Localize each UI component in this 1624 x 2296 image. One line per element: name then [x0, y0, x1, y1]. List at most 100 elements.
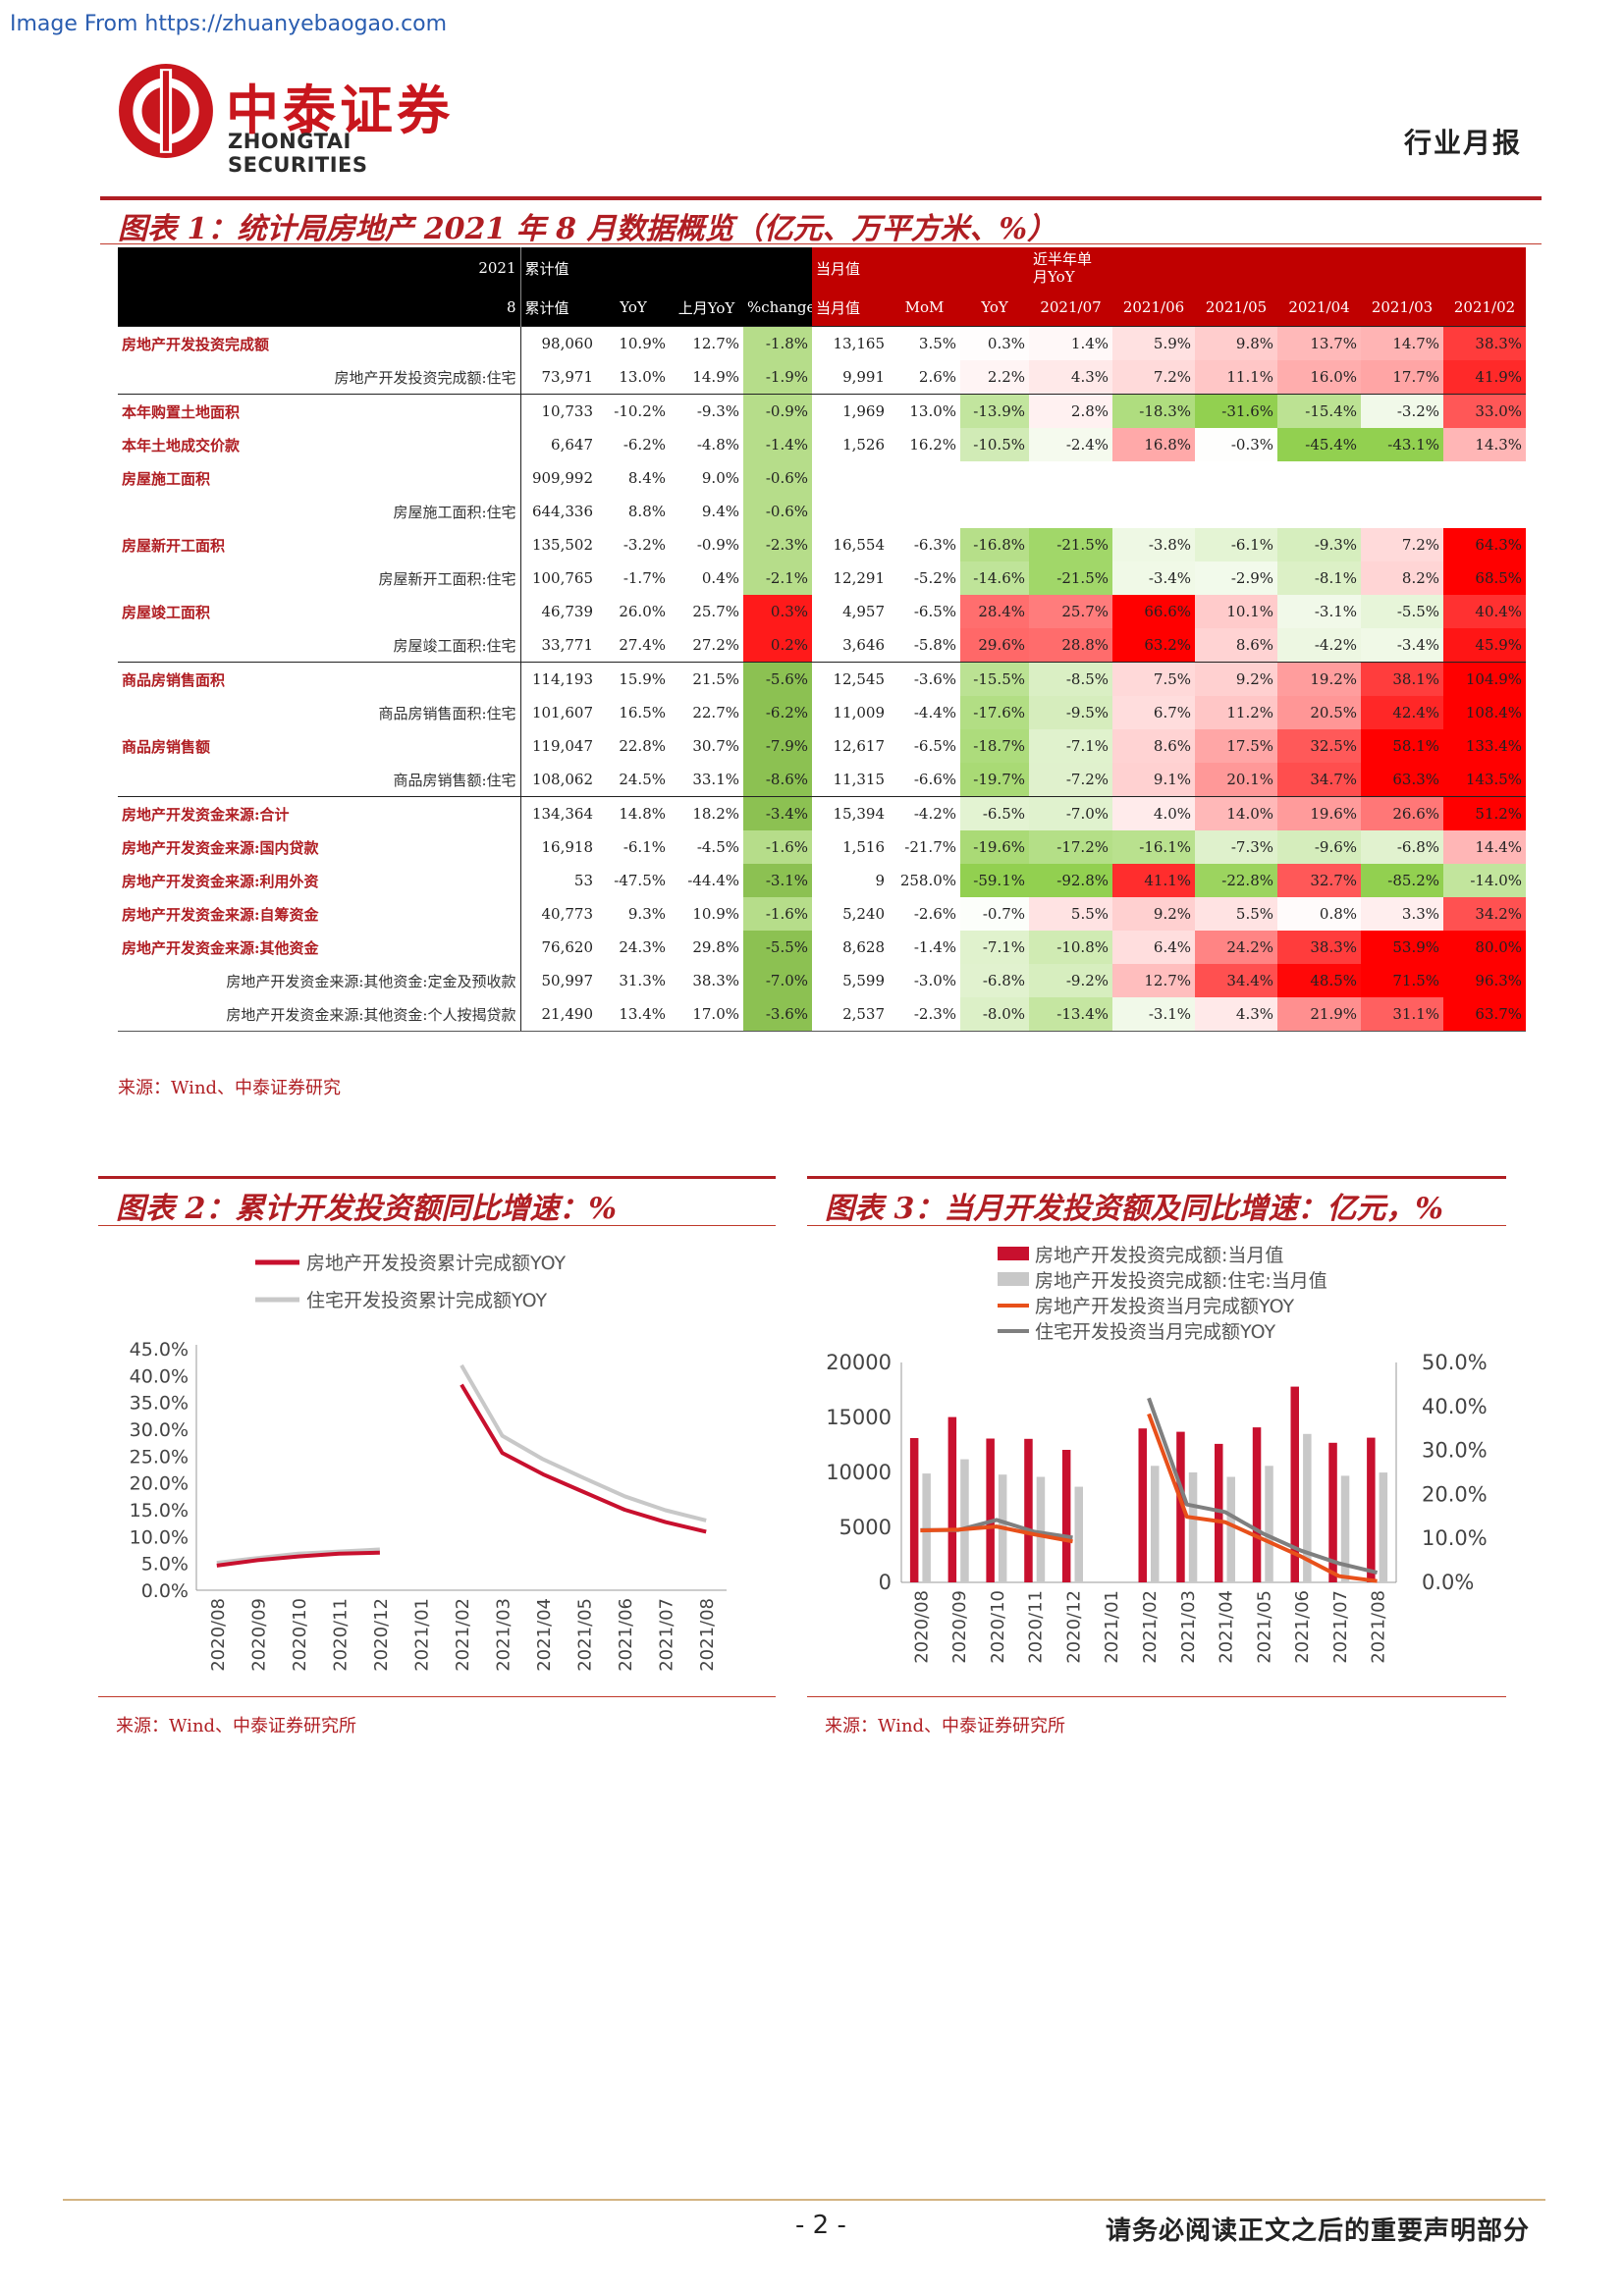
table-cell: 42.4% — [1361, 696, 1444, 729]
fig1-source: 来源：Wind、中泰证券研究 — [118, 1078, 342, 1098]
table-cell: -8.1% — [1277, 561, 1362, 595]
table-cell: 33.0% — [1443, 394, 1527, 428]
table-cell: -17.2% — [1029, 830, 1113, 864]
y-tick-label: 45.0% — [130, 1339, 189, 1361]
header-divider — [100, 196, 1542, 200]
table-cell: -6.5% — [913, 737, 957, 755]
x-tick-label: 2021/04 — [534, 1598, 555, 1672]
table-cell: -10.8% — [1029, 931, 1113, 964]
table-cell: 10.1% — [1195, 595, 1278, 628]
table-cell: 22.7% — [692, 704, 739, 721]
table-cell: 32.7% — [1277, 864, 1362, 897]
legend-label: 房地产开发投资完成额:住宅:当月值 — [1035, 1270, 1327, 1292]
bar — [1176, 1431, 1185, 1582]
table-cell — [1361, 461, 1443, 495]
table-cell: -7.0% — [1029, 796, 1113, 830]
table-cell: 14.3% — [1443, 428, 1527, 461]
legend-label: 住宅开发投资累计完成额YOY — [306, 1290, 547, 1311]
table-cell: 119,047 — [519, 729, 597, 763]
row-label: 房屋新开工面积:住宅 — [378, 569, 516, 588]
table-cell: 3,646 — [842, 636, 886, 654]
table-cell: 58.1% — [1361, 729, 1444, 763]
fig3-top-rule — [807, 1176, 1506, 1179]
series-line — [920, 1413, 1378, 1583]
table-cell: 30.7% — [692, 737, 739, 755]
table-cell: 7.5% — [1112, 662, 1196, 696]
table-cell: 64.3% — [1443, 528, 1527, 561]
y-left-tick-label: 5000 — [839, 1516, 892, 1539]
table-cell: -2.3% — [743, 528, 813, 561]
x-tick-label: 2020/09 — [248, 1598, 269, 1672]
table-cell: 12,545 — [812, 662, 890, 696]
table-header-row-2: 8 累计值 YoY 上月YoY %change 当月值 MoM YoY 2021… — [118, 289, 1527, 327]
row-label: 房地产开发资金来源:自筹资金 — [122, 905, 319, 924]
table-cell: -14.0% — [1443, 864, 1527, 897]
table-cell: -13.4% — [1029, 997, 1113, 1032]
table-row: 房地产开发资金来源:国内贷款 16,918 -6.1% -4.5% -1.6% 1,516… — [118, 830, 1527, 864]
table-cell: 3.5% — [889, 326, 961, 360]
table-cell: -6.8% — [1361, 830, 1444, 864]
table-cell: 29.6% — [960, 628, 1030, 663]
legend-label: 住宅开发投资当月完成额YOY — [1035, 1321, 1275, 1343]
table-cell: 34.4% — [1195, 964, 1278, 997]
bar — [1151, 1466, 1160, 1582]
table-cell: -92.8% — [1029, 864, 1113, 897]
x-tick-label: 2021/06 — [616, 1598, 636, 1672]
table-cell — [1029, 495, 1112, 528]
table-cell: 16,918 — [519, 830, 597, 864]
bar — [1328, 1442, 1337, 1582]
table-cell: 258.0% — [899, 872, 957, 889]
bar — [1138, 1428, 1147, 1582]
table-cell: -1.4% — [743, 428, 813, 461]
table-cell: -3.6% — [743, 997, 813, 1032]
footer-divider — [63, 2199, 1545, 2201]
table-cell: -43.1% — [1361, 428, 1444, 461]
table-row: 房屋竣工面积 46,739 26.0% 25.7% 0.3% 4,957 -6.5% 28.4… — [118, 595, 1527, 628]
table-cell: 9.8% — [1195, 326, 1278, 360]
header-recent-line1: 近半年单 — [1033, 250, 1093, 268]
table-row: 房地产开发资金来源:合计 134,364 14.8% 18.2% -3.4% 15,394… — [118, 796, 1527, 830]
table-cell: 14.7% — [1361, 326, 1444, 360]
row-label: 房地产开发资金来源:国内贷款 — [122, 838, 319, 857]
x-tick-label: 2020/10 — [988, 1590, 1008, 1664]
row-label: 房地产开发资金来源:其他资金 — [122, 938, 319, 957]
table-row: 房地产开发资金来源:其他资金:定金及预收款 50,997 31.3% 38.3% -7.… — [118, 964, 1527, 997]
table-cell: 5,240 — [842, 905, 886, 923]
logo-english-name: ZHONGTAI SECURITIES — [228, 130, 368, 177]
bar — [1340, 1475, 1350, 1582]
x-tick-label: 2021/01 — [411, 1598, 432, 1672]
x-tick-label: 2020/12 — [371, 1598, 392, 1672]
table-row: 房地产开发投资完成额 98,060 10.9% 12.7% -1.8% 13,165 3.5… — [118, 326, 1527, 360]
table-cell: 0.8% — [1277, 897, 1362, 931]
table-cell: 18.2% — [670, 796, 743, 830]
table-cell: 2,537 — [812, 997, 890, 1032]
table-cell: 6,647 — [519, 428, 597, 461]
table-cell: -1.4% — [913, 938, 957, 956]
fig3-bottom-rule — [807, 1696, 1506, 1697]
table-row: 房屋施工面积:住宅 644,336 8.8% 9.4% -0.6% — [118, 495, 1526, 528]
table-cell: 9,991 — [842, 368, 886, 386]
row-label: 商品房销售额:住宅 — [393, 771, 516, 789]
table-cell: 15.9% — [597, 662, 670, 696]
zhongtai-logo-icon — [119, 64, 213, 158]
table-cell: -6.8% — [960, 964, 1030, 997]
table-cell: -3.6% — [889, 662, 961, 696]
table-cell: -7.1% — [1029, 729, 1113, 763]
table-cell: 22.8% — [619, 737, 666, 755]
table-cell: 108.4% — [1443, 696, 1527, 729]
table-cell: -6.6% — [913, 771, 957, 788]
table-cell: 16.0% — [1277, 360, 1362, 395]
table-cell: 14.0% — [1195, 796, 1278, 830]
row-label: 房屋新开工面积 — [122, 536, 226, 555]
table-cell: 909,992 — [519, 461, 597, 495]
table-cell: -2.3% — [889, 997, 961, 1032]
legend-label: 房地产开发投资完成额:当月值 — [1035, 1245, 1283, 1266]
fig2-line-chart: 房地产开发投资累计完成额YOY 住宅开发投资累计完成额YOY 0.0% 5.0% 10.… — [130, 1253, 727, 1672]
table-cell: -13.9% — [960, 394, 1030, 428]
table-cell: 24.5% — [619, 771, 666, 788]
table-cell: 12.7% — [670, 326, 743, 360]
row-label: 房地产开发资金来源:其他资金:个人按揭贷款 — [118, 997, 520, 1032]
table-cell: -2.6% — [913, 905, 957, 923]
row-label: 房地产开发资金来源:其他资金:定金及预收款 — [226, 972, 516, 990]
table-cell: 4.3% — [1029, 360, 1113, 395]
